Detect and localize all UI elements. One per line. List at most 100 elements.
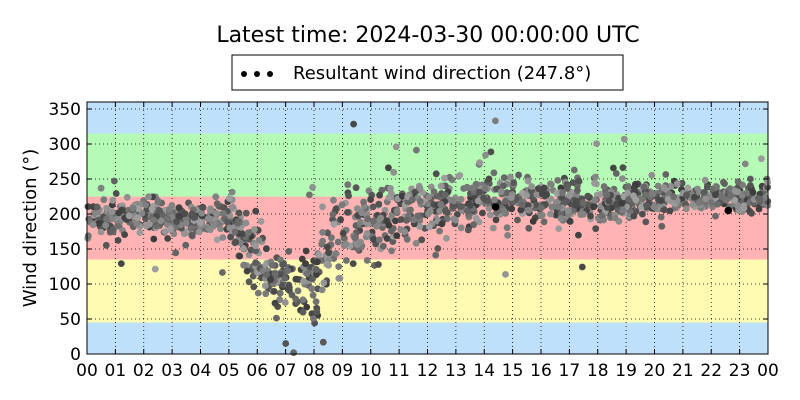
data-point xyxy=(469,184,477,192)
data-point xyxy=(517,206,525,214)
data-point xyxy=(151,265,159,273)
data-point xyxy=(547,210,554,218)
data-point xyxy=(172,249,180,257)
data-point xyxy=(712,191,719,199)
data-point xyxy=(290,349,297,356)
data-point xyxy=(243,267,251,275)
data-point xyxy=(100,196,108,204)
data-point xyxy=(285,281,293,289)
data-point xyxy=(557,215,565,222)
data-point xyxy=(150,235,158,243)
data-point xyxy=(755,205,763,213)
data-point xyxy=(598,212,606,220)
data-point xyxy=(207,205,215,213)
data-point xyxy=(392,217,399,225)
data-point xyxy=(142,222,150,230)
x-tick-label-16: 16 xyxy=(530,361,552,381)
data-point xyxy=(575,231,582,239)
data-point xyxy=(345,192,352,200)
y-tick-label-0: 0 xyxy=(70,345,81,365)
data-point xyxy=(108,208,116,216)
data-point xyxy=(303,303,311,311)
data-point xyxy=(250,226,258,233)
data-point xyxy=(245,229,252,237)
data-point xyxy=(500,174,508,182)
data-point xyxy=(592,173,599,181)
data-point xyxy=(123,193,131,201)
data-point xyxy=(206,226,214,234)
data-point xyxy=(490,169,498,177)
highlight-point-0 xyxy=(491,203,500,211)
data-point xyxy=(375,261,382,268)
data-point xyxy=(557,210,565,218)
data-point xyxy=(525,224,533,232)
data-point xyxy=(747,175,754,183)
data-point xyxy=(389,238,397,246)
data-point xyxy=(319,237,326,245)
data-point xyxy=(219,234,227,241)
data-point xyxy=(673,180,681,188)
data-point xyxy=(334,238,342,246)
y-axis-ticks: 0 50 100 150 200 250 300 350 xyxy=(49,100,768,365)
data-point xyxy=(600,183,608,190)
data-point xyxy=(302,247,310,255)
data-point xyxy=(479,209,486,217)
data-point xyxy=(383,235,391,242)
data-point xyxy=(219,269,226,276)
data-point xyxy=(181,210,188,218)
data-point xyxy=(312,298,320,306)
data-point xyxy=(564,182,572,190)
data-point xyxy=(342,240,350,248)
band-4 xyxy=(87,102,768,134)
data-point xyxy=(188,231,196,239)
data-point xyxy=(514,216,521,224)
x-tick-label-19: 19 xyxy=(615,361,637,381)
data-point xyxy=(543,191,551,198)
data-point xyxy=(476,188,483,196)
data-point xyxy=(190,214,198,222)
legend-marker-dot-3 xyxy=(267,71,273,77)
data-point xyxy=(309,183,316,191)
y-tick-label-1: 50 xyxy=(59,310,81,330)
data-point xyxy=(351,234,359,242)
data-point xyxy=(165,205,173,213)
data-point xyxy=(180,230,188,238)
data-point xyxy=(279,261,286,268)
data-point xyxy=(603,191,611,199)
data-point xyxy=(554,203,562,211)
data-point xyxy=(142,201,150,209)
data-point xyxy=(481,185,489,192)
x-tick-label-11: 11 xyxy=(388,361,410,381)
data-point xyxy=(593,140,600,148)
data-point xyxy=(566,191,574,199)
data-point xyxy=(133,220,141,228)
data-point xyxy=(109,196,117,204)
data-point xyxy=(294,287,302,295)
data-point xyxy=(157,217,165,225)
data-point xyxy=(363,230,371,237)
data-point xyxy=(466,201,474,209)
data-point xyxy=(330,220,338,228)
data-point xyxy=(270,288,278,295)
chart-title: Latest time: 2024-03-30 00:00:00 UTC xyxy=(216,23,639,48)
data-point xyxy=(691,193,698,201)
x-tick-label-18: 18 xyxy=(587,361,609,381)
data-point xyxy=(547,180,554,188)
data-point xyxy=(232,238,240,246)
data-point xyxy=(319,229,326,236)
data-point xyxy=(708,199,715,207)
data-point xyxy=(302,260,309,268)
x-tick-label-21: 21 xyxy=(672,361,694,381)
data-point xyxy=(90,209,98,217)
data-point xyxy=(306,191,313,199)
data-point xyxy=(666,207,674,215)
y-axis-label: Wind direction (°) xyxy=(20,149,41,308)
data-point xyxy=(574,187,581,194)
data-point xyxy=(263,271,271,278)
data-point xyxy=(383,217,391,225)
data-point xyxy=(579,199,587,207)
data-point xyxy=(393,207,401,215)
data-point xyxy=(624,189,631,197)
data-point xyxy=(393,232,401,240)
